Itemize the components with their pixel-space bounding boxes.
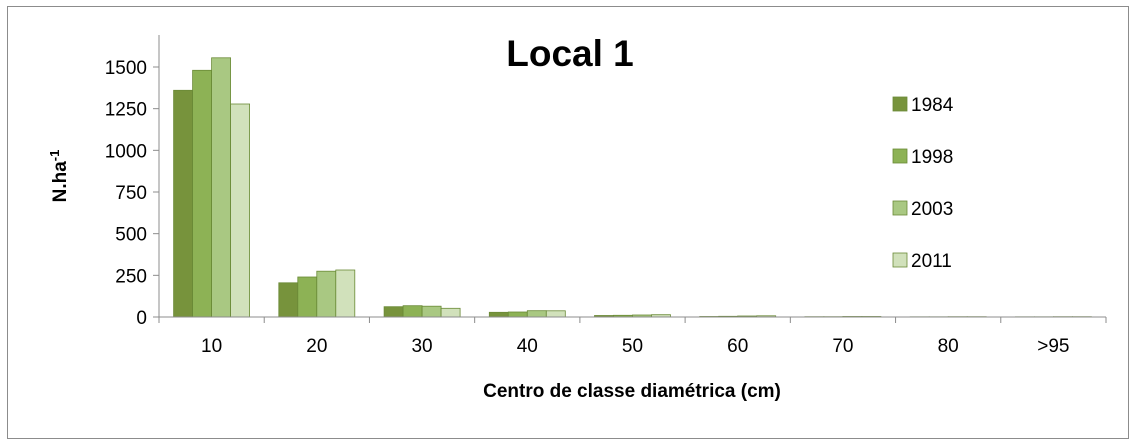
bar-2003-40: [526, 310, 547, 318]
bars-layer: [173, 57, 1092, 318]
x-tick-label: 30: [411, 336, 432, 357]
y-axis-title: N.ha-1: [47, 150, 71, 203]
bar-1984-30: [383, 306, 404, 318]
x-tick-label: 70: [832, 336, 853, 357]
legend: 1984 1998 2003 2011: [892, 95, 954, 272]
legend-swatch-1998: [892, 148, 908, 164]
legend-swatch-1984: [892, 96, 908, 112]
x-tick-label: 60: [727, 336, 748, 357]
bar-2003-30: [421, 305, 442, 318]
x-axis-title: Centro de classe diamétrica (cm): [483, 381, 781, 402]
bar-1984-40: [488, 311, 509, 318]
y-axis-title-main: N.ha: [50, 161, 71, 203]
x-ticks-layer: 10 20 30 40 50 60 70 80 >95: [158, 317, 1107, 357]
y-tick-label: 1000: [105, 141, 147, 162]
legend-swatch-2003: [892, 200, 908, 216]
bar-1984-20: [278, 282, 299, 318]
bar-2003-10: [211, 57, 232, 318]
x-tick-label: >95: [1037, 336, 1069, 357]
y-ticks-layer: 0 250 500 750 1000 1250 1500: [105, 58, 159, 329]
bar-1998-10: [192, 69, 213, 318]
bar-1984-10: [173, 89, 194, 318]
bar-1998-20: [297, 276, 318, 318]
bar-2011-40: [545, 310, 566, 318]
x-tick-label: 80: [938, 336, 959, 357]
bar-2003-20: [316, 270, 337, 318]
legend-label-2003: 2003: [911, 199, 953, 220]
legend-label-1984: 1984: [911, 95, 954, 116]
y-tick-label: 0: [136, 308, 147, 329]
bar-1998-40: [507, 311, 528, 318]
y-tick-label: 1500: [105, 58, 147, 79]
y-tick-label: 500: [115, 225, 147, 246]
bar-2011-10: [230, 103, 251, 318]
x-tick-label: 40: [517, 336, 538, 357]
y-tick-label: 1250: [105, 100, 147, 121]
bar-1998-30: [402, 305, 423, 318]
legend-swatch-2011: [892, 252, 908, 268]
legend-label-1998: 1998: [911, 147, 953, 168]
bar-2011-30: [440, 307, 461, 318]
x-tick-label: 10: [201, 336, 222, 357]
x-tick-label: 20: [306, 336, 327, 357]
legend-label-2011: 2011: [911, 251, 952, 272]
x-tick-label: 50: [622, 336, 643, 357]
chart-title: Local 1: [506, 33, 634, 74]
y-tick-label: 250: [115, 266, 147, 287]
y-tick-label: 750: [115, 183, 147, 204]
bar-2011-20: [335, 269, 356, 318]
y-axis-title-superscript: -1: [47, 150, 62, 162]
